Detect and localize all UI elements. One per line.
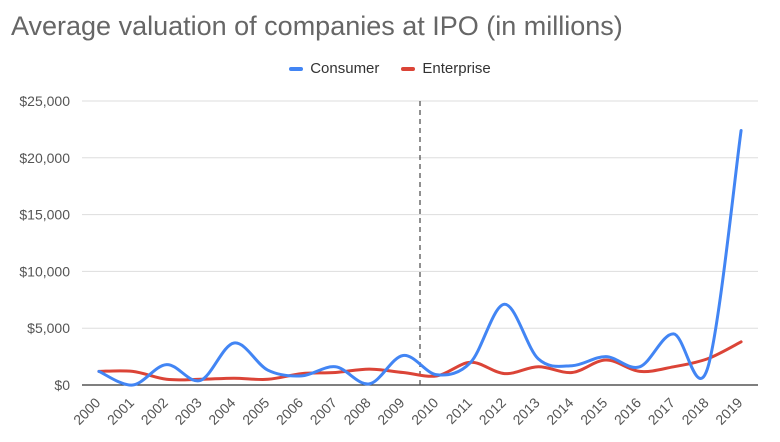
data-point-consumer[interactable] <box>334 365 337 368</box>
data-point-consumer[interactable] <box>300 374 303 377</box>
x-tick-label: 2015 <box>577 394 610 427</box>
y-tick-label: $15,000 <box>19 207 70 223</box>
x-tick-label: 2002 <box>138 394 171 427</box>
x-tick-label: 2012 <box>476 394 509 427</box>
data-point-consumer[interactable] <box>165 363 168 366</box>
y-tick-label: $10,000 <box>19 263 70 279</box>
series-layer <box>97 129 743 387</box>
legend-label-enterprise: Enterprise <box>422 60 491 77</box>
legend-item-enterprise[interactable]: Enterprise <box>401 60 491 77</box>
x-tick-label: 2018 <box>678 394 711 427</box>
x-tick-label: 2005 <box>239 394 272 427</box>
legend-swatch-enterprise <box>401 66 416 71</box>
data-point-consumer[interactable] <box>638 365 641 368</box>
data-point-consumer[interactable] <box>97 370 100 373</box>
data-point-enterprise[interactable] <box>402 371 405 374</box>
data-point-enterprise[interactable] <box>165 378 168 381</box>
legend-item-consumer[interactable]: Consumer <box>289 60 379 77</box>
data-point-enterprise[interactable] <box>537 365 540 368</box>
data-point-consumer[interactable] <box>368 382 371 385</box>
data-point-enterprise[interactable] <box>571 371 574 374</box>
x-tick-label: 2016 <box>611 394 644 427</box>
data-point-consumer[interactable] <box>435 373 438 376</box>
x-tick-label: 2004 <box>205 394 238 427</box>
x-tick-label: 2010 <box>408 394 441 427</box>
data-point-enterprise[interactable] <box>334 371 337 374</box>
x-tick-label: 2003 <box>171 394 204 427</box>
legend: Consumer Enterprise <box>0 60 780 77</box>
data-point-enterprise[interactable] <box>131 370 134 373</box>
x-tick-label: 2009 <box>374 394 407 427</box>
data-point-consumer[interactable] <box>402 354 405 357</box>
x-tick-label: 2000 <box>70 394 103 427</box>
data-point-consumer[interactable] <box>706 368 709 371</box>
x-tick-label: 2008 <box>340 394 373 427</box>
data-point-consumer[interactable] <box>672 332 675 335</box>
x-tick-label: 2019 <box>712 394 745 427</box>
data-point-consumer[interactable] <box>233 341 236 344</box>
data-point-consumer[interactable] <box>604 355 607 358</box>
data-point-consumer[interactable] <box>571 364 574 367</box>
data-point-consumer[interactable] <box>199 379 202 382</box>
data-point-enterprise[interactable] <box>368 368 371 371</box>
chart-title: Average valuation of companies at IPO (i… <box>11 11 623 41</box>
data-point-enterprise[interactable] <box>740 340 743 343</box>
x-tick-label: 2007 <box>307 394 340 427</box>
x-tick-label: 2001 <box>104 394 137 427</box>
y-tick-label: $5,000 <box>27 320 70 336</box>
x-tick-label: 2006 <box>273 394 306 427</box>
data-point-enterprise[interactable] <box>503 372 506 375</box>
data-point-enterprise[interactable] <box>672 365 675 368</box>
data-point-consumer[interactable] <box>537 357 540 360</box>
legend-swatch-consumer <box>289 66 304 71</box>
x-tick-label: 2014 <box>543 394 576 427</box>
data-point-consumer[interactable] <box>266 369 269 372</box>
y-axis: $0 $5,000 $10,000 $15,000 $20,000 $25,000 <box>19 93 70 393</box>
x-tick-label: 2013 <box>509 394 542 427</box>
data-point-enterprise[interactable] <box>604 359 607 362</box>
data-point-consumer[interactable] <box>469 361 472 364</box>
data-point-consumer[interactable] <box>503 303 506 306</box>
x-tick-label: 2017 <box>645 394 678 427</box>
series-line-consumer[interactable] <box>97 129 743 387</box>
y-tick-label: $0 <box>54 377 70 393</box>
data-point-consumer[interactable] <box>131 384 134 387</box>
x-axis: 2000 2001 2002 2003 2004 2005 2006 2007 2008 2009… <box>70 394 746 427</box>
x-tick-label: 2011 <box>443 394 476 427</box>
legend-label-consumer: Consumer <box>310 60 380 77</box>
data-point-enterprise[interactable] <box>266 378 269 381</box>
y-tick-label: $25,000 <box>19 93 70 109</box>
gridlines <box>82 100 758 386</box>
data-point-enterprise[interactable] <box>233 377 236 380</box>
data-point-enterprise[interactable] <box>638 370 641 373</box>
y-tick-label: $20,000 <box>19 150 70 166</box>
data-point-consumer[interactable] <box>740 129 743 132</box>
